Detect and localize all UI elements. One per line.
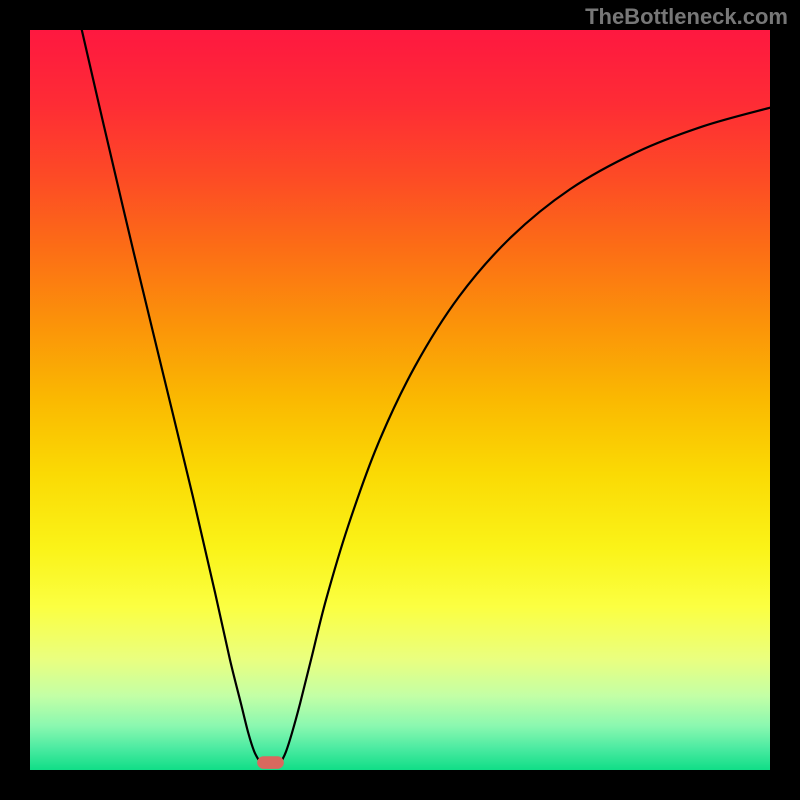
minimum-marker: [257, 756, 284, 769]
watermark-text: TheBottleneck.com: [585, 4, 788, 30]
plot-background: [30, 30, 770, 770]
chart-frame: TheBottleneck.com: [0, 0, 800, 800]
bottleneck-chart: [30, 30, 770, 770]
